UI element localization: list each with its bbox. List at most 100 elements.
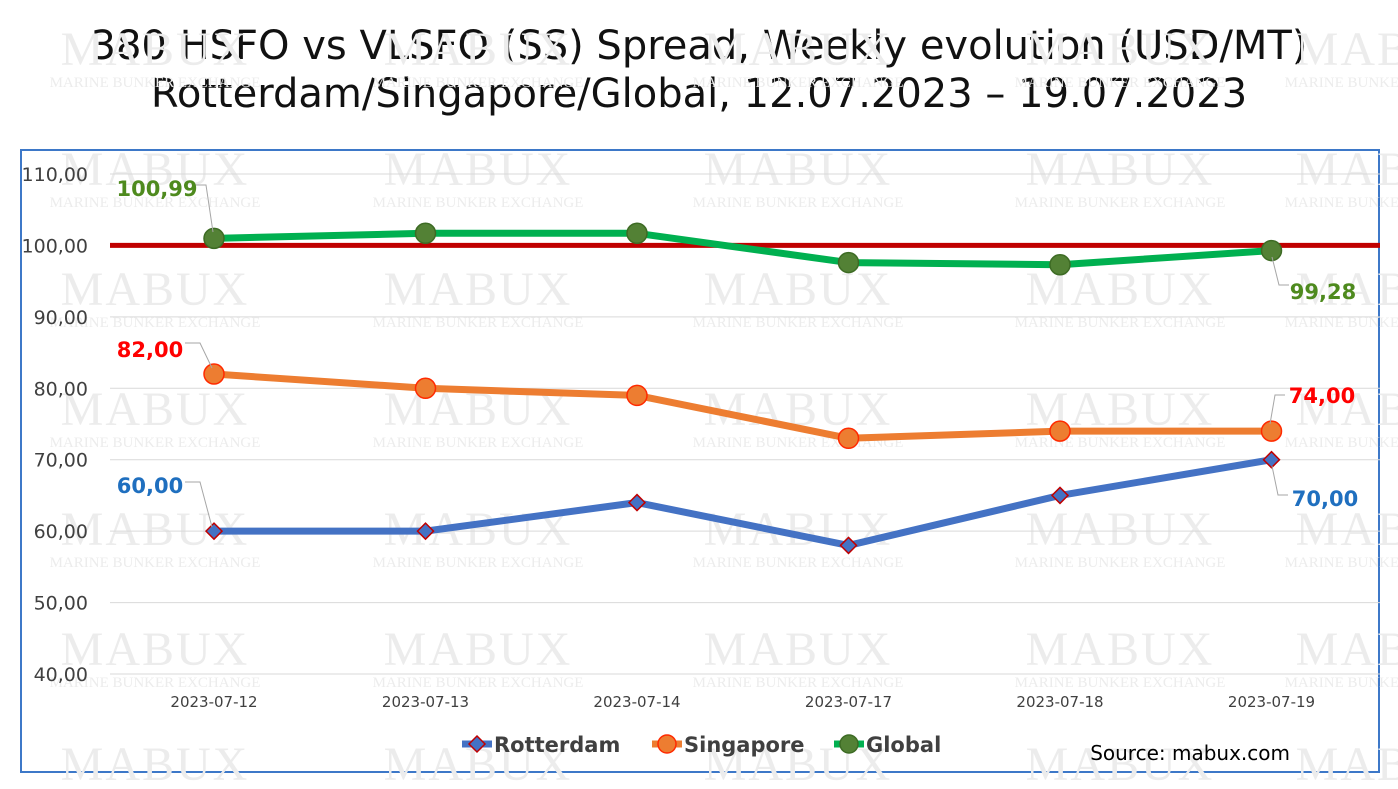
legend-label-singapore: Singapore bbox=[684, 733, 805, 757]
point-singapore bbox=[414, 377, 437, 400]
watermark-brand: MABUX bbox=[1026, 503, 1215, 556]
watermark-subtitle: MARINE BUNKER EXCHANGE bbox=[373, 75, 584, 91]
y-tick-label: 50,00 bbox=[34, 593, 88, 615]
watermark-brand: MABUX bbox=[704, 503, 893, 556]
watermark-subtitle: MARINE BUNKER EXCHANGE bbox=[1015, 315, 1226, 331]
legend-swatch-marker bbox=[657, 734, 677, 754]
watermark-subtitle: MARINE BUNKER EXCHANGE bbox=[1015, 195, 1226, 211]
watermark-subtitle: MARINE BUNKER EXCHANGE bbox=[50, 75, 261, 91]
watermark-subtitle: MARINE BUNKER EXCHANGE bbox=[693, 195, 904, 211]
point-global bbox=[626, 222, 648, 245]
legend-swatch-marker bbox=[467, 734, 487, 754]
watermark-brand: MABUX bbox=[1026, 623, 1215, 676]
point-singapore bbox=[837, 427, 860, 450]
data-label-leader bbox=[185, 481, 213, 528]
watermark-subtitle: MARINE BUNKER EXCHANGE bbox=[373, 435, 584, 451]
watermark-subtitle: MARINE BUNKER EXCHANGE bbox=[693, 555, 904, 571]
watermark-brand: MABUX bbox=[1296, 383, 1398, 436]
x-tick-label: 2023-07-17 bbox=[805, 693, 892, 711]
legend-label-rotterdam: Rotterdam bbox=[494, 733, 620, 757]
watermark-brand: MABUX bbox=[61, 143, 250, 196]
point-global bbox=[203, 227, 225, 250]
watermark-subtitle: MARINE BUNKER EXCHANGE bbox=[1285, 675, 1398, 691]
series-line-singapore bbox=[213, 370, 1272, 442]
watermark-brand: MABUX bbox=[61, 738, 250, 789]
series-line-global bbox=[213, 229, 1272, 269]
watermark-brand: MABUX bbox=[704, 263, 893, 316]
watermark-brand: MABUX bbox=[384, 143, 573, 196]
watermark-subtitle: MARINE BUNKER EXCHANGE bbox=[50, 675, 261, 691]
y-tick-label: 100,00 bbox=[22, 235, 88, 257]
data-label-global: 99,28 bbox=[1290, 280, 1356, 304]
point-global bbox=[837, 251, 860, 274]
watermark-brand: MABUX bbox=[704, 23, 893, 76]
watermark-subtitle: MARINE BUNKER EXCHANGE bbox=[50, 555, 261, 571]
watermark-brand: MABUX bbox=[1296, 143, 1398, 196]
watermark-subtitle: MARINE BUNKER EXCHANGE bbox=[1285, 435, 1398, 451]
watermark-brand: MABUX bbox=[61, 623, 250, 676]
data-label-leader bbox=[1271, 465, 1288, 496]
legend-swatch-marker bbox=[839, 734, 859, 754]
series-line-rotterdam bbox=[214, 456, 1273, 549]
data-label-global: 100,99 bbox=[116, 177, 197, 201]
watermark-subtitle: MARINE BUNKER EXCHANGE bbox=[693, 675, 904, 691]
point-singapore bbox=[203, 363, 225, 385]
data-label-leader bbox=[1271, 256, 1289, 286]
watermark-brand: MABUX bbox=[704, 623, 893, 676]
point-singapore bbox=[626, 384, 648, 407]
watermark-brand: MABUX bbox=[1026, 143, 1215, 196]
point-global bbox=[414, 222, 437, 245]
watermark-brand: MABUX bbox=[384, 623, 573, 676]
watermark-brand: MABUX bbox=[1026, 23, 1215, 76]
watermark-subtitle: MARINE BUNKER EXCHANGE bbox=[1285, 75, 1398, 91]
watermark-brand: MABUX bbox=[1296, 263, 1398, 316]
watermark-brand: MABUX bbox=[1296, 23, 1398, 76]
point-singapore bbox=[1260, 420, 1283, 442]
data-label-singapore: 82,00 bbox=[117, 338, 183, 362]
point-rotterdam bbox=[416, 522, 435, 541]
point-rotterdam bbox=[204, 522, 224, 541]
point-rotterdam bbox=[1262, 450, 1281, 469]
watermark-brand: MABUX bbox=[384, 263, 573, 316]
point-rotterdam bbox=[839, 536, 858, 555]
watermark-subtitle: MARINE BUNKER EXCHANGE bbox=[373, 315, 584, 331]
watermark-subtitle: MARINE BUNKER EXCHANGE bbox=[373, 555, 584, 571]
data-label-leader bbox=[192, 184, 214, 233]
watermark-subtitle: MARINE BUNKER EXCHANGE bbox=[693, 315, 904, 331]
watermark-brand: MABUX bbox=[1296, 503, 1398, 556]
x-tick-label: 2023-07-12 bbox=[170, 693, 257, 711]
data-label-leader bbox=[185, 342, 213, 369]
watermark-brand: MABUX bbox=[61, 23, 250, 76]
title-line-2: Rotterdam/Singapore/Global, 12.07.2023 –… bbox=[150, 71, 1248, 117]
watermark-subtitle: MARINE BUNKER EXCHANGE bbox=[373, 195, 584, 211]
point-global bbox=[1260, 239, 1283, 262]
watermark-subtitle: MARINE BUNKER EXCHANGE bbox=[50, 315, 261, 331]
watermark-subtitle: MARINE BUNKER EXCHANGE bbox=[1285, 315, 1398, 331]
watermark-brand: MABUX bbox=[384, 23, 573, 76]
watermark-subtitle: MARINE BUNKER EXCHANGE bbox=[1015, 555, 1226, 571]
x-tick-label: 2023-07-18 bbox=[1016, 693, 1103, 711]
watermark-subtitle: MARINE BUNKER EXCHANGE bbox=[1285, 555, 1398, 571]
watermark-subtitle: MARINE BUNKER EXCHANGE bbox=[1015, 435, 1226, 451]
data-label-rotterdam: 60,00 bbox=[117, 474, 183, 498]
watermark-brand: MABUX bbox=[1296, 623, 1398, 676]
point-global bbox=[1049, 253, 1071, 276]
title-line-1: 380 HSFO vs VLSFO (SS) Spread, Weekly ev… bbox=[90, 23, 1308, 69]
legend-label-global: Global bbox=[866, 733, 941, 757]
watermark-brand: MABUX bbox=[704, 143, 893, 196]
y-tick-label: 110,00 bbox=[22, 164, 88, 186]
watermark-brand: MABUX bbox=[61, 383, 250, 436]
y-tick-label: 40,00 bbox=[34, 664, 88, 686]
watermark-brand: MABUX bbox=[1026, 738, 1215, 789]
watermark-subtitle: MARINE BUNKER EXCHANGE bbox=[1015, 675, 1226, 691]
point-rotterdam bbox=[627, 493, 647, 512]
watermark-subtitle: MARINE BUNKER EXCHANGE bbox=[1285, 195, 1398, 211]
watermark-subtitle: MARINE BUNKER EXCHANGE bbox=[50, 435, 261, 451]
data-label-singapore: 74,00 bbox=[1289, 384, 1355, 408]
watermark-subtitle: MARINE BUNKER EXCHANGE bbox=[373, 675, 584, 691]
chart-frame bbox=[20, 149, 1380, 773]
y-tick-label: 90,00 bbox=[34, 307, 88, 329]
watermark-brand: MABUX bbox=[1296, 738, 1398, 789]
watermark-subtitle: MARINE BUNKER EXCHANGE bbox=[1015, 75, 1226, 91]
